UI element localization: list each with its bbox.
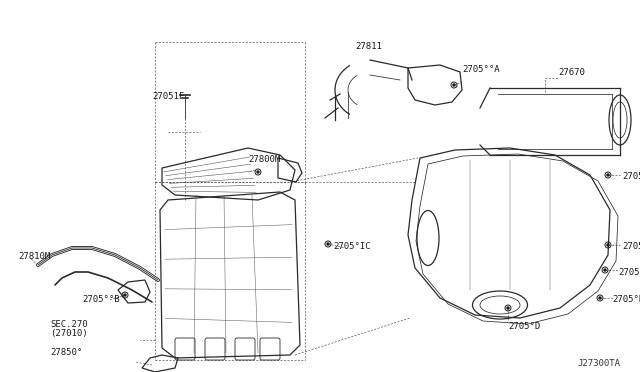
- Text: 27670: 27670: [558, 68, 585, 77]
- Circle shape: [604, 269, 606, 271]
- Circle shape: [257, 171, 259, 173]
- Text: 27800M: 27800M: [248, 155, 280, 164]
- Text: 27051F: 27051F: [152, 92, 184, 101]
- Circle shape: [124, 294, 126, 296]
- Text: 27850°: 27850°: [50, 348, 83, 357]
- Circle shape: [507, 307, 509, 309]
- Text: 2705°°A: 2705°°A: [462, 65, 500, 74]
- Text: 2705°D: 2705°D: [508, 322, 540, 331]
- Text: 2705°IC: 2705°IC: [333, 242, 371, 251]
- Circle shape: [599, 297, 601, 299]
- Text: SEC.270: SEC.270: [50, 320, 88, 329]
- Circle shape: [453, 84, 455, 86]
- Text: (27010): (27010): [50, 329, 88, 338]
- Text: 27810M: 27810M: [18, 252, 51, 261]
- Circle shape: [327, 243, 329, 245]
- Circle shape: [607, 174, 609, 176]
- Text: J27300TA: J27300TA: [577, 359, 620, 368]
- Text: 27811: 27811: [355, 42, 382, 51]
- Text: 2705°D: 2705°D: [618, 268, 640, 277]
- Text: 2705°D: 2705°D: [612, 295, 640, 304]
- Text: 2705°D: 2705°D: [622, 242, 640, 251]
- Text: 2705°°B: 2705°°B: [82, 295, 120, 304]
- Circle shape: [607, 244, 609, 246]
- Text: 2705°D: 2705°D: [622, 172, 640, 181]
